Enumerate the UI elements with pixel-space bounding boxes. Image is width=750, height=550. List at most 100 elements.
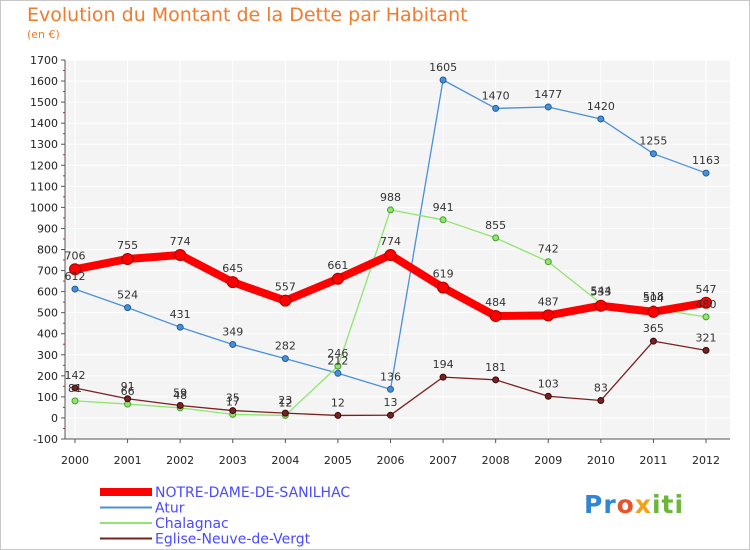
data-label: 612 <box>65 270 86 283</box>
data-label: 619 <box>433 268 454 281</box>
data-point <box>387 206 394 214</box>
data-point <box>334 362 342 370</box>
data-label: 194 <box>433 358 454 371</box>
data-point <box>544 258 552 266</box>
data-point <box>702 346 710 354</box>
y-tick-label: 1200 <box>30 159 58 172</box>
data-label: 23 <box>278 394 292 407</box>
data-point <box>647 305 660 318</box>
data-label: 1470 <box>482 89 510 102</box>
data-label: 81 <box>68 382 82 395</box>
data-label: 48 <box>173 389 187 402</box>
legend-label: NOTRE-DAME-DE-SANILHAC <box>155 485 350 501</box>
data-point <box>597 396 605 404</box>
data-label: 774 <box>380 235 401 248</box>
data-label: 645 <box>222 262 243 275</box>
data-point <box>176 323 184 331</box>
x-tick-label: 2002 <box>166 454 194 467</box>
data-point <box>542 309 555 322</box>
x-tick-label: 2007 <box>429 454 457 467</box>
data-point <box>281 409 289 417</box>
data-label: 1420 <box>587 100 615 113</box>
x-tick-label: 2003 <box>219 454 247 467</box>
data-label: 941 <box>433 201 454 214</box>
x-tick-label: 2009 <box>534 454 562 467</box>
x-tick-label: 2001 <box>114 454 142 467</box>
data-label: 282 <box>275 340 296 353</box>
data-label: 12 <box>331 396 345 409</box>
data-point <box>437 281 450 294</box>
data-point <box>174 248 187 261</box>
data-point <box>124 304 132 312</box>
chart-title: Evolution du Montant de la Dette par Hab… <box>27 4 468 26</box>
data-label: 504 <box>643 292 664 305</box>
y-tick-label: 200 <box>37 370 58 383</box>
data-label: 246 <box>327 347 348 360</box>
axis-layer: -100 0 100 200 300 400 500 600 700 800 900 1000 1100… <box>30 54 730 467</box>
data-point <box>544 392 552 400</box>
data-point <box>492 376 500 384</box>
data-label: 855 <box>485 219 506 232</box>
data-point <box>71 285 79 293</box>
data-point <box>649 150 657 158</box>
data-point <box>124 395 132 403</box>
x-tick-label: 2004 <box>271 454 299 467</box>
data-point <box>492 234 500 242</box>
data-point <box>387 411 394 419</box>
data-point <box>281 355 289 363</box>
data-label: 988 <box>380 191 401 204</box>
data-point <box>702 169 710 177</box>
legend-label: Chalagnac <box>155 516 229 532</box>
data-label: 83 <box>594 381 608 394</box>
x-tick-label: 2000 <box>61 454 89 467</box>
data-label: 480 <box>696 298 717 311</box>
data-point <box>649 337 657 345</box>
data-label: 136 <box>380 370 401 383</box>
y-tick-label: 100 <box>37 391 58 404</box>
data-point <box>702 313 710 321</box>
data-point <box>226 276 239 289</box>
y-tick-label: 800 <box>37 244 58 257</box>
data-label: 59 <box>173 387 187 400</box>
data-label: 91 <box>121 380 135 393</box>
y-tick-label: 400 <box>37 328 58 341</box>
data-label: 321 <box>696 331 717 344</box>
grid-layer <box>65 59 730 440</box>
data-point <box>384 248 397 261</box>
data-label: 431 <box>170 308 191 321</box>
data-point <box>387 385 394 393</box>
x-tick-label: 2010 <box>587 454 615 467</box>
data-label: 349 <box>222 325 243 338</box>
data-label: 557 <box>275 281 296 294</box>
y-tick-label: 700 <box>37 265 58 278</box>
y-tick-label: 1000 <box>30 201 58 214</box>
data-label: 35 <box>226 392 240 405</box>
data-point <box>71 397 79 405</box>
data-label: 706 <box>65 249 86 262</box>
y-tick-label: 1400 <box>30 117 58 130</box>
y-tick-label: 1700 <box>30 54 58 67</box>
y-tick-label: 500 <box>37 307 58 320</box>
data-point <box>439 373 447 381</box>
data-point <box>69 263 81 276</box>
data-point <box>597 115 605 123</box>
data-point <box>334 411 342 419</box>
data-label: 103 <box>538 377 559 390</box>
data-label: 661 <box>327 259 348 272</box>
data-point <box>594 299 607 312</box>
data-label: 1163 <box>692 154 720 167</box>
y-axis-unit: (en €) <box>27 28 60 41</box>
data-point <box>439 216 447 224</box>
data-point <box>439 76 447 84</box>
data-label: 1477 <box>534 88 562 101</box>
data-point <box>334 369 342 377</box>
y-tick-label: 300 <box>37 349 58 362</box>
data-label: 13 <box>384 396 398 409</box>
data-point <box>492 104 500 112</box>
data-point <box>229 340 237 348</box>
data-point <box>121 252 134 265</box>
data-label: 181 <box>485 361 506 374</box>
data-point <box>700 296 712 309</box>
y-tick-label: 0 <box>51 412 58 425</box>
